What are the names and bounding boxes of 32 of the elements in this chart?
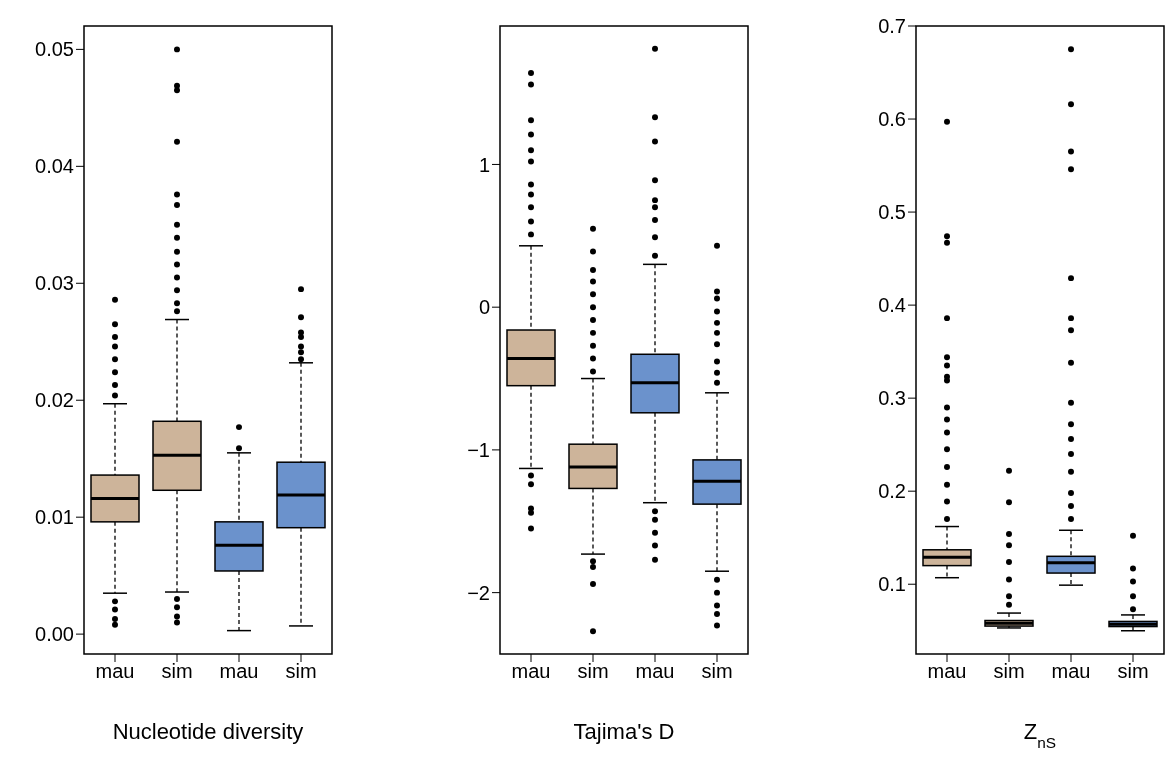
y-tick-label: 1 bbox=[478, 153, 490, 176]
y-tick-label: 0.2 bbox=[878, 480, 906, 503]
x-tick-label: mau bbox=[927, 660, 967, 683]
y-tick-label: 0.4 bbox=[878, 294, 906, 317]
x-tick-label: mau bbox=[1051, 660, 1091, 683]
y-tick-label: −2 bbox=[467, 581, 490, 604]
x-tick-label: mau bbox=[511, 660, 551, 683]
x-tick-label: sim bbox=[285, 660, 317, 683]
y-tick-label: 0.04 bbox=[35, 155, 74, 178]
x-tick-label: mau bbox=[219, 660, 259, 683]
y-tick-label: 0.02 bbox=[35, 389, 74, 412]
y-tick-label: 0.5 bbox=[878, 201, 906, 224]
y-tick-label: 0.01 bbox=[35, 506, 74, 529]
y-tick-label: 0.03 bbox=[35, 272, 74, 295]
x-axis-title: Tajima's D bbox=[573, 719, 675, 744]
x-tick-label: sim bbox=[1117, 660, 1149, 683]
x-axis-title: Z$_{nS}$ bbox=[1023, 719, 1057, 751]
y-tick-label: 0.05 bbox=[35, 38, 74, 61]
y-tick-label: 0.6 bbox=[878, 108, 906, 131]
x-tick-label: sim bbox=[701, 660, 733, 683]
y-tick-label: −1 bbox=[467, 439, 490, 461]
y-tick-label: 0.3 bbox=[878, 387, 906, 410]
y-tick-label: 0 bbox=[478, 296, 490, 319]
x-tick-label: mau bbox=[635, 660, 675, 683]
y-tick-label: 0.1 bbox=[878, 573, 906, 596]
x-axis-title: Nucleotide diversity bbox=[112, 719, 304, 744]
y-tick-label: 0.7 bbox=[878, 15, 906, 38]
x-tick-label: sim bbox=[161, 660, 193, 683]
x-tick-label: sim bbox=[993, 660, 1025, 683]
y-tick-label: 0.00 bbox=[35, 623, 74, 646]
x-tick-label: mau bbox=[95, 660, 135, 683]
x-tick-label: sim bbox=[577, 660, 609, 683]
